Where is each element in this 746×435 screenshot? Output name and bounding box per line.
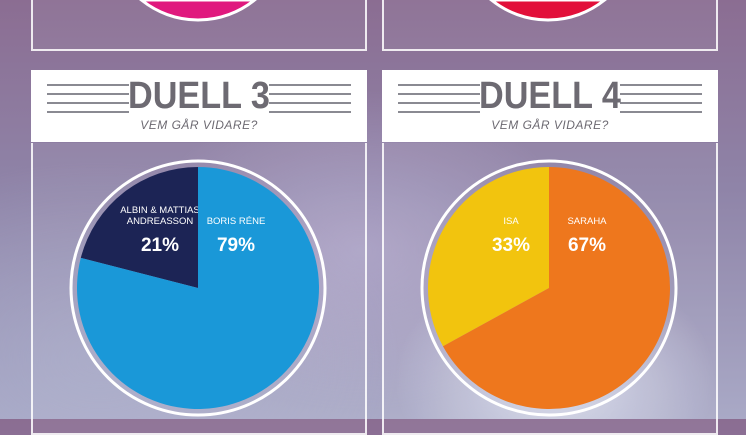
duel4-title: DUELL 4 <box>479 75 621 117</box>
pie-slice <box>442 167 670 409</box>
header-decoration-lines <box>398 84 480 122</box>
header-decoration-lines <box>47 84 129 122</box>
slice-value-label: 79% <box>217 235 255 256</box>
duel3-title: DUELL 3 <box>128 75 270 117</box>
slice-name-label: ISA <box>503 216 519 227</box>
duel4-subtitle: VEM GÅR VIDARE? <box>491 118 609 132</box>
duel3-subtitle: VEM GÅR VIDARE? <box>140 118 258 132</box>
duel4-header: DUELL 4 VEM GÅR VIDARE? <box>382 70 718 142</box>
pie-slice <box>77 167 320 409</box>
slice-value-label: 67% <box>568 235 606 256</box>
slice-value-label: 33% <box>492 235 530 256</box>
slice-name-label: ANDREASSON <box>127 216 194 227</box>
slice-name-label: ALBIN & MATTIAS <box>120 205 200 216</box>
pie-slice <box>427 166 549 347</box>
header-decoration-lines <box>620 84 702 122</box>
top-left-pie-remnant <box>139 0 257 22</box>
duel3-header: DUELL 3 VEM GÅR VIDARE? <box>31 70 367 142</box>
pie-outer-ring <box>420 159 678 417</box>
top-pie-remnants <box>139 0 607 22</box>
slice-name-label: BORIS RÉNE <box>207 216 266 227</box>
pie-slice <box>80 167 198 288</box>
pie-outer-ring <box>69 159 327 417</box>
top-right-pie-remnant <box>489 0 607 22</box>
header-decoration-lines <box>269 84 351 122</box>
slice-value-label: 21% <box>141 235 179 256</box>
slice-name-label: SARAHA <box>567 216 607 227</box>
